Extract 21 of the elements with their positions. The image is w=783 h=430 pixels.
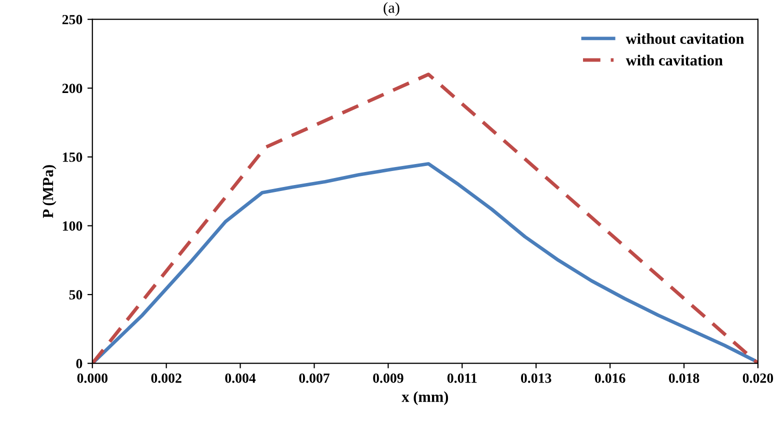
y-tick-label: 0 [76,358,82,368]
y-axis-title: P (MPa) [42,165,56,218]
x-tick-label: 0.016 [594,373,626,383]
x-tick-label: 0.011 [447,373,477,383]
x-tick-label: 0.013 [520,373,552,383]
y-tick-label: 100 [62,221,82,231]
legend-label: without cavitation [626,33,744,44]
x-axis-title: x (mm) [402,391,448,406]
x-tick-label: 0.000 [77,373,108,383]
x-tick-label: 0.002 [151,373,182,383]
chart-title: (a) [384,2,400,16]
x-tick-label: 0.007 [299,373,330,383]
y-tick-label: 250 [62,14,82,24]
x-tick-label: 0.020 [742,373,774,383]
y-tick-label: 200 [62,84,82,94]
y-tick-label: 50 [69,290,82,300]
x-tick-label: 0.018 [668,373,700,383]
legend-label: with cavitation [626,54,723,66]
x-tick-label: 0.004 [225,373,256,383]
y-tick-label: 150 [62,152,82,162]
x-tick-label: 0.009 [373,373,404,383]
